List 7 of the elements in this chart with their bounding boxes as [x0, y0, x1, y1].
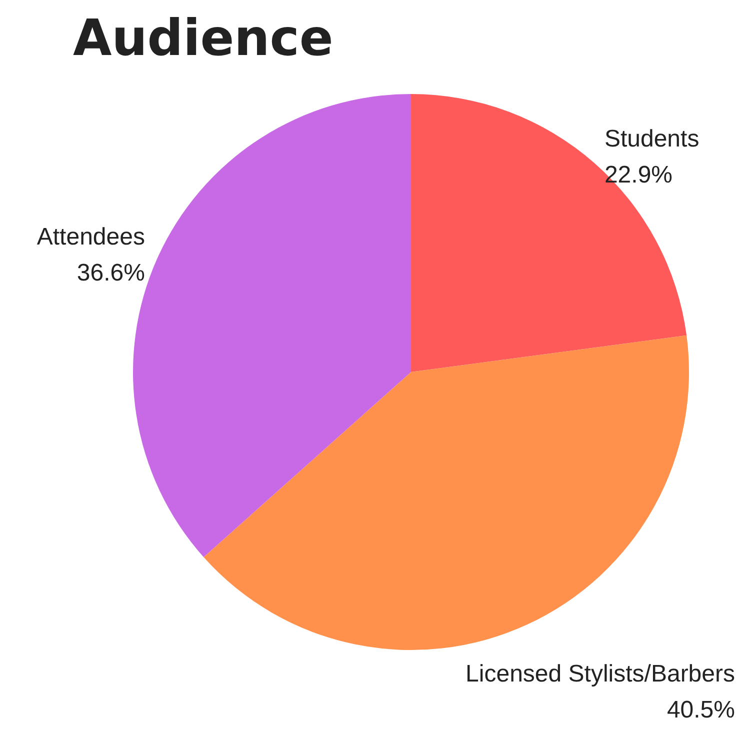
slice-label: Students — [604, 125, 700, 152]
chart-title: Audience — [73, 9, 334, 67]
data-label: 22.9% — [604, 161, 673, 188]
slice-label: Licensed Stylists/Barbers — [466, 660, 735, 688]
slice-label: Attendees — [36, 224, 145, 251]
data-label: 36.6% — [76, 260, 145, 287]
data-label: 40.5% — [666, 696, 735, 724]
